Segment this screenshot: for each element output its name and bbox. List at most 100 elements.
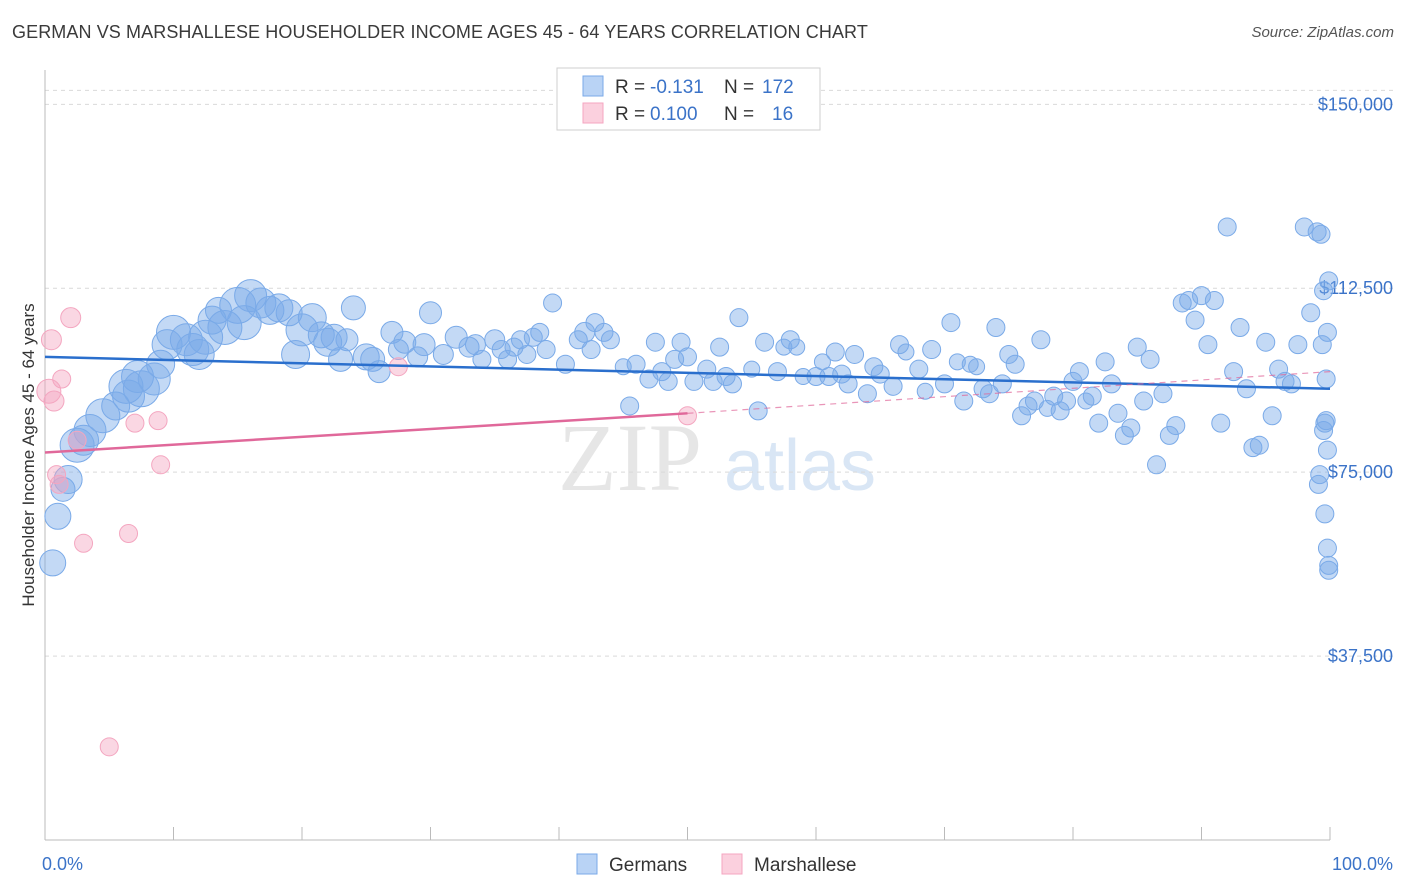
german-point bbox=[108, 368, 144, 404]
german-point bbox=[53, 465, 83, 495]
german-point bbox=[1217, 217, 1237, 237]
german-point bbox=[1310, 465, 1330, 485]
german-point bbox=[1281, 374, 1301, 394]
german-point bbox=[1095, 352, 1115, 372]
german-point bbox=[188, 319, 224, 355]
legend-swatch-german bbox=[582, 75, 604, 97]
german-point bbox=[1315, 504, 1335, 524]
german-point bbox=[986, 317, 1006, 337]
german-point bbox=[530, 322, 550, 342]
german-point bbox=[729, 308, 749, 328]
german-point bbox=[73, 413, 107, 447]
german-point bbox=[897, 343, 915, 361]
x-tick-label: 0.0% bbox=[42, 854, 83, 874]
x-tick-label: 100.0% bbox=[1332, 854, 1393, 874]
german-point bbox=[1204, 291, 1224, 311]
legend-r-value-german: -0.131 bbox=[650, 77, 704, 98]
legend-n-label-marshallese: N = bbox=[724, 104, 754, 125]
german-point bbox=[1301, 303, 1321, 323]
legend-n-value-marshallese: 16 bbox=[772, 104, 793, 125]
german-point bbox=[1179, 291, 1199, 311]
german-point bbox=[645, 332, 665, 352]
german-point bbox=[264, 293, 294, 323]
marshallese-point bbox=[148, 411, 168, 431]
german-point bbox=[1082, 386, 1102, 406]
chart-title: GERMAN VS MARSHALLESE HOUSEHOLDER INCOME… bbox=[12, 22, 868, 42]
watermark-atlas: atlas bbox=[724, 426, 876, 506]
source-credit: Source: ZipAtlas.com bbox=[1251, 24, 1394, 41]
german-point bbox=[1294, 217, 1314, 237]
marshallese-point bbox=[74, 533, 94, 553]
german-point bbox=[600, 330, 620, 350]
german-point bbox=[245, 287, 277, 319]
german-point bbox=[716, 367, 736, 387]
german-point bbox=[678, 347, 697, 367]
german-point bbox=[85, 398, 121, 434]
german-point bbox=[1018, 396, 1038, 416]
german-point bbox=[755, 332, 775, 352]
german-point bbox=[1317, 440, 1337, 460]
bottom-legend: Germans Marshallese bbox=[576, 853, 856, 876]
german-point bbox=[838, 374, 858, 394]
german-point bbox=[517, 344, 537, 364]
german-point bbox=[472, 349, 492, 369]
bottom-legend-swatch-german bbox=[576, 853, 598, 875]
german-point bbox=[432, 343, 454, 365]
german-trend-line bbox=[44, 355, 1331, 391]
german-point bbox=[954, 391, 974, 411]
german-point bbox=[1224, 362, 1244, 382]
german-point bbox=[883, 376, 903, 396]
german-point bbox=[340, 295, 366, 321]
german-point bbox=[275, 299, 303, 327]
german-point bbox=[536, 340, 556, 360]
trend-lines bbox=[44, 355, 1331, 454]
german-point bbox=[419, 301, 442, 325]
german-point bbox=[832, 364, 852, 384]
german-point bbox=[1153, 384, 1173, 404]
marshallese-trend-line bbox=[44, 412, 688, 454]
german-point bbox=[658, 371, 678, 391]
german-point bbox=[992, 374, 1012, 394]
german-point bbox=[1319, 560, 1339, 580]
german-point bbox=[748, 401, 768, 421]
german-point bbox=[788, 338, 806, 356]
german-point bbox=[722, 374, 742, 394]
german-point bbox=[935, 374, 954, 394]
german-point bbox=[112, 379, 146, 413]
german-point bbox=[922, 340, 942, 360]
german-point bbox=[909, 359, 929, 379]
german-point bbox=[523, 327, 543, 347]
german-point bbox=[581, 340, 601, 360]
marshallese-point bbox=[60, 307, 82, 329]
german-point bbox=[393, 330, 417, 354]
legend-r-label-marshallese: R = bbox=[615, 104, 645, 125]
german-point bbox=[1317, 538, 1337, 558]
german-point bbox=[968, 358, 986, 376]
german-point bbox=[1312, 335, 1332, 355]
y-tick-label: $75,000 bbox=[1328, 462, 1393, 482]
german-point bbox=[1311, 224, 1331, 244]
german-point bbox=[543, 293, 563, 313]
marshallese-point bbox=[67, 430, 87, 450]
bottom-legend-marshallese: Marshallese bbox=[754, 855, 856, 876]
german-point bbox=[1127, 337, 1147, 357]
german-point bbox=[1185, 310, 1205, 330]
german-point bbox=[1256, 332, 1276, 352]
marshallese-point bbox=[125, 413, 145, 433]
german-point bbox=[387, 339, 409, 361]
german-point bbox=[412, 333, 436, 357]
german-point bbox=[767, 362, 787, 382]
german-point bbox=[1057, 391, 1077, 411]
german-point bbox=[1317, 322, 1337, 342]
marshallese-point bbox=[151, 455, 171, 475]
german-point bbox=[146, 349, 176, 379]
german-point bbox=[1134, 391, 1154, 411]
german-point bbox=[1069, 362, 1089, 382]
german-point bbox=[1198, 335, 1218, 355]
marshallese-point bbox=[40, 329, 62, 351]
legend-swatch-marshallese bbox=[582, 102, 604, 124]
y-axis-label: Householder Income Ages 45 - 64 years bbox=[19, 303, 38, 606]
german-point bbox=[1316, 369, 1336, 389]
german-points bbox=[39, 217, 1339, 580]
german-point bbox=[1114, 425, 1134, 445]
